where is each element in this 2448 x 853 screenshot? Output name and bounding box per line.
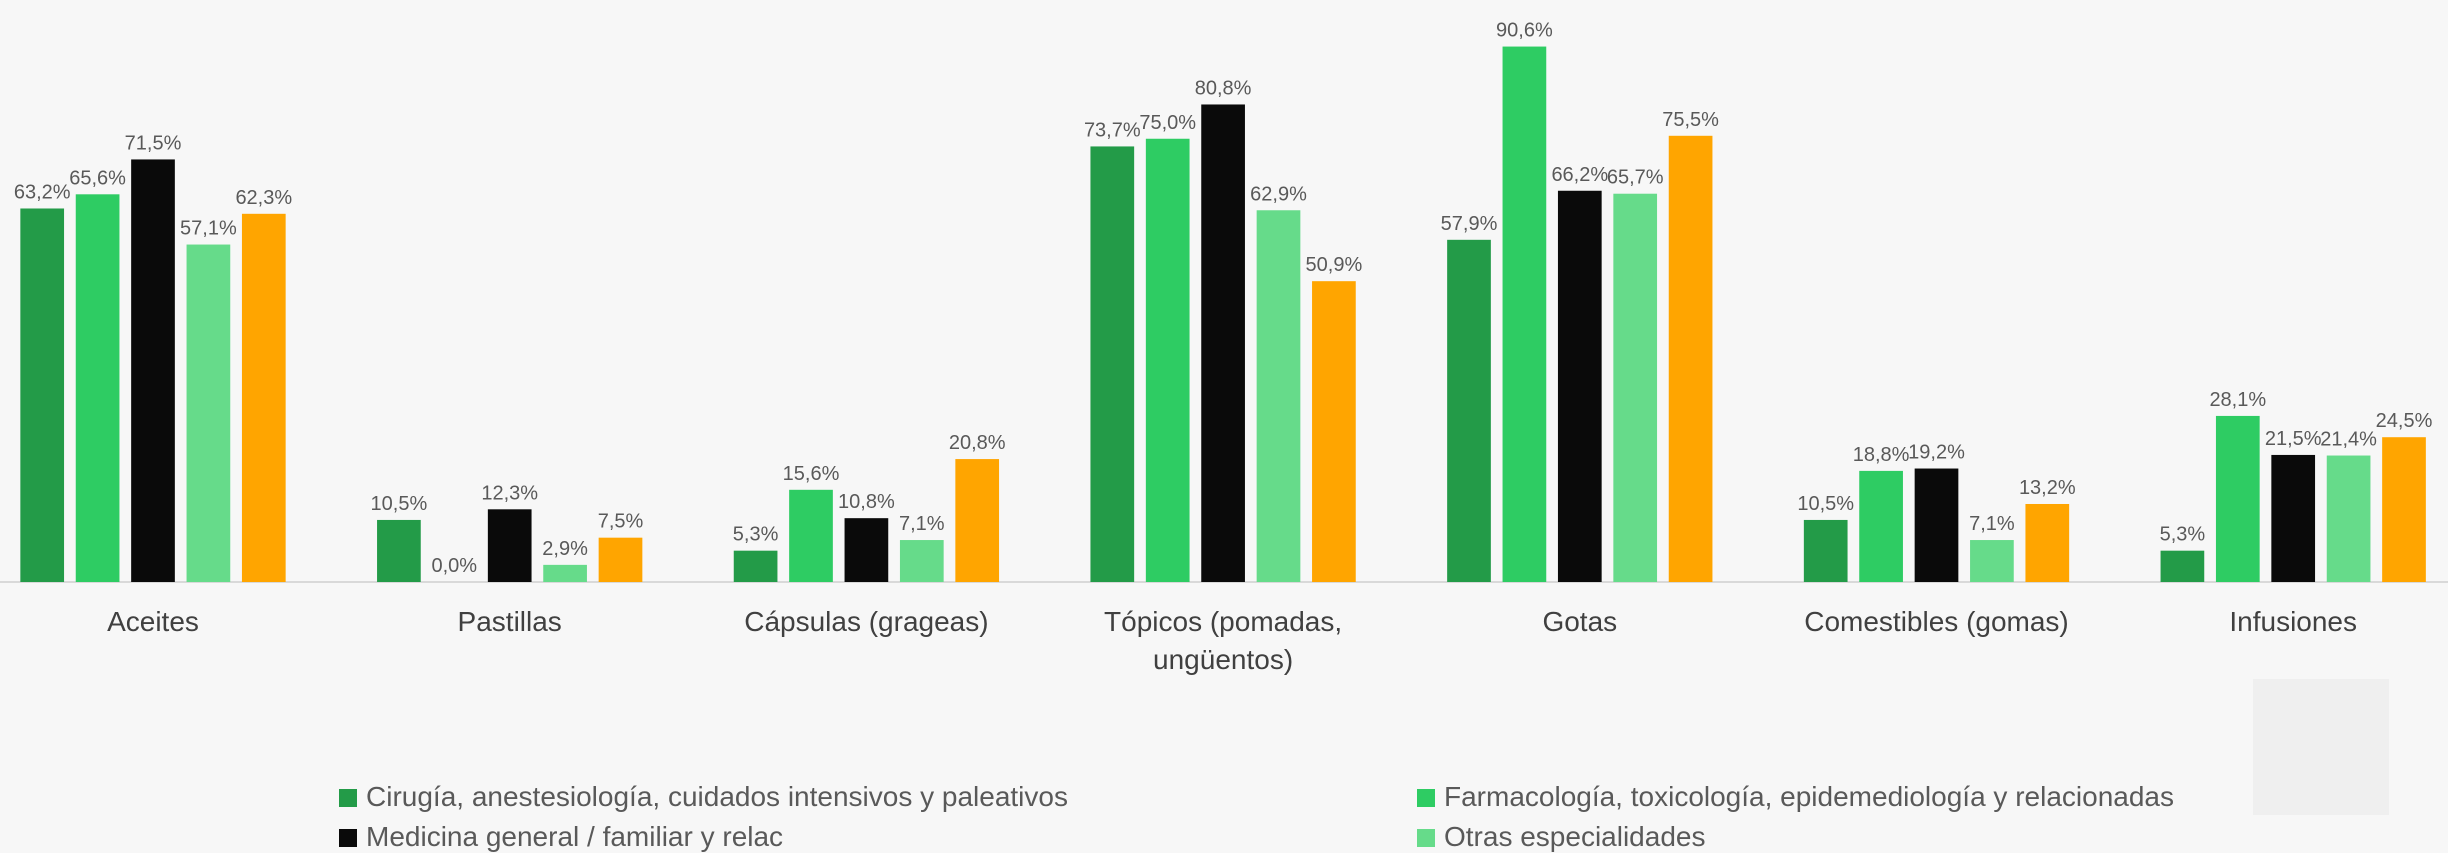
data-label: 12,3% [481, 482, 538, 504]
data-label: 71,5% [125, 132, 182, 154]
bar [1970, 540, 2014, 582]
bar [955, 459, 1000, 582]
data-label: 7,1% [899, 513, 945, 535]
bar [1145, 138, 1190, 582]
data-label: 20,8% [949, 432, 1006, 454]
data-label: 21,4% [2320, 429, 2377, 451]
x-tick-label: Cápsulas (grageas) [744, 606, 989, 637]
legend-item: Medicina general / familiar y relac [339, 820, 783, 853]
bar [377, 519, 421, 582]
bar [1256, 210, 1301, 583]
data-label: 65,6% [69, 167, 126, 189]
bar [844, 518, 889, 582]
bar [2160, 550, 2205, 582]
data-label: 75,5% [1662, 109, 1719, 131]
data-label: 62,9% [1250, 183, 1307, 205]
x-tick-label: Pastillas [457, 606, 562, 637]
legend-label: Cirugía, anestesiología, cuidados intens… [366, 781, 1068, 812]
legend-swatch [339, 789, 357, 807]
bar [2382, 437, 2426, 582]
legend-label: Farmacología, toxicología, epidemediolog… [1444, 781, 2174, 812]
bar [1312, 281, 1356, 582]
legend-label: Medicina general / familiar y relac [366, 821, 784, 852]
bar [2215, 415, 2260, 582]
data-label: 15,6% [783, 463, 840, 485]
bar [1859, 470, 1903, 582]
data-label: 10,5% [1797, 493, 1854, 515]
bar [789, 489, 833, 582]
bar [1447, 239, 1491, 582]
data-label: 0,0% [432, 555, 478, 577]
data-label: 7,5% [598, 511, 644, 533]
data-label: 90,6% [1496, 20, 1553, 42]
bar [2271, 454, 2316, 582]
legend-item: Cirugía, anestesiología, cuidados intens… [339, 780, 1068, 814]
data-label: 5,3% [733, 524, 779, 546]
data-label: 28,1% [2209, 389, 2266, 411]
data-label: 66,2% [1551, 164, 1608, 186]
data-label: 62,3% [235, 187, 292, 209]
bar [20, 208, 65, 582]
bar [241, 213, 286, 582]
data-label: 7,1% [1969, 513, 2015, 535]
legend-swatch [1417, 789, 1435, 807]
data-label: 2,9% [542, 538, 588, 560]
bar [598, 537, 643, 582]
bar [1557, 190, 1602, 582]
x-tick-label: Tópicos (pomadas, ungüentos) [1104, 606, 1343, 675]
legend-item: Farmacología, toxicología, epidemediolog… [1417, 780, 2174, 814]
bar [1668, 135, 1713, 583]
bar [75, 194, 120, 582]
bar [2025, 503, 2070, 582]
data-label: 63,2% [14, 181, 71, 203]
legend-item: Otras especialidades [1417, 820, 1705, 853]
data-label: 18,8% [1853, 444, 1910, 466]
data-label: 73,7% [1084, 119, 1141, 141]
data-label: 24,5% [2376, 410, 2433, 432]
bar [1613, 193, 1658, 582]
placeholder-box [2253, 679, 2389, 815]
data-label: 13,2% [2019, 477, 2076, 499]
bar [1201, 104, 1245, 583]
data-label: 19,2% [1908, 442, 1965, 464]
bar [1803, 519, 1848, 582]
data-label: 57,1% [180, 218, 237, 240]
bar [186, 244, 231, 582]
data-label: 21,5% [2265, 428, 2322, 450]
bar [733, 550, 778, 582]
x-tick-label: Aceites [107, 606, 199, 637]
data-label: 50,9% [1306, 254, 1363, 276]
bar [899, 540, 944, 582]
data-label: 80,8% [1195, 77, 1252, 99]
x-tick-label: Comestibles (gomas) [1804, 606, 2069, 637]
bar [2326, 455, 2371, 582]
legend-label: Otras especialidades [1444, 821, 1706, 852]
x-tick-label: Infusiones [2229, 606, 2357, 637]
bar [543, 564, 587, 582]
bar [487, 509, 532, 582]
data-label: 75,0% [1139, 112, 1196, 134]
data-label: 10,8% [838, 491, 895, 513]
bar [1090, 146, 1135, 583]
bar [131, 159, 175, 582]
bar [1914, 468, 1959, 582]
legend-swatch [1417, 829, 1435, 847]
legend-swatch [339, 829, 357, 847]
data-label: 57,9% [1441, 213, 1498, 235]
x-tick-label: Gotas [1542, 606, 1618, 637]
data-label: 10,5% [371, 493, 428, 515]
data-label: 5,3% [2160, 524, 2206, 546]
data-label: 65,7% [1607, 167, 1664, 189]
bar [1502, 46, 1547, 582]
